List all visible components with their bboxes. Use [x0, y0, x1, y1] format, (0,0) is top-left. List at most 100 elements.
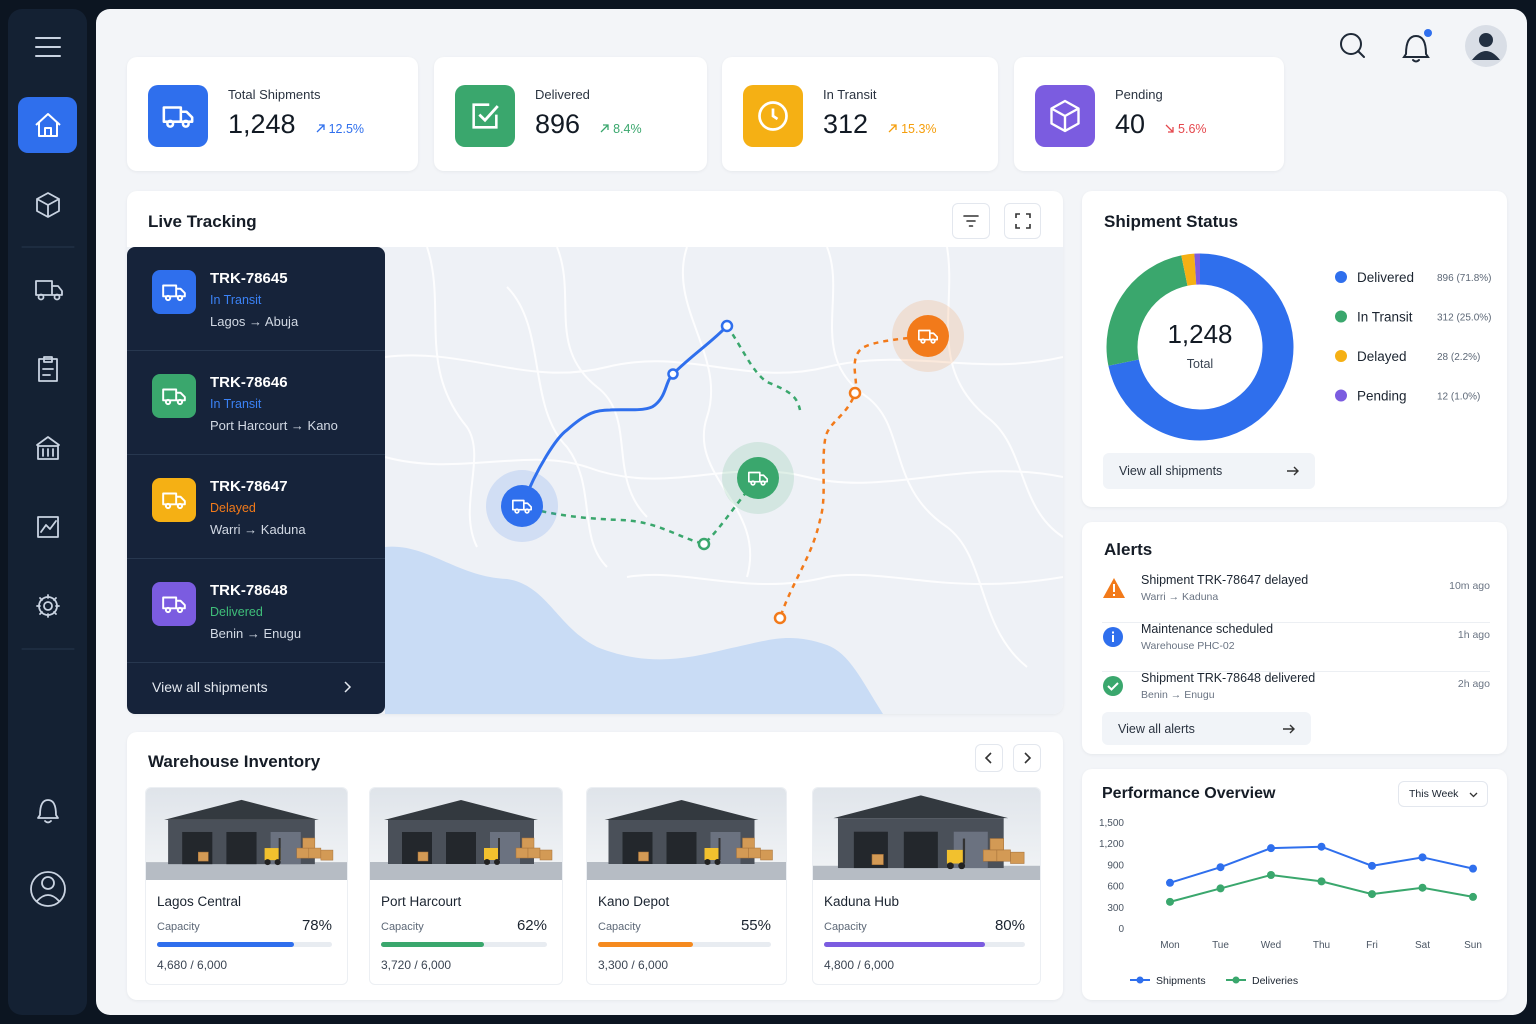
icon-shape: [527, 847, 541, 859]
alert-detail: Warri → Kaduna: [1141, 591, 1219, 603]
icon-shape: [638, 837, 773, 862]
series-point: [1317, 842, 1326, 851]
series-point: [1368, 890, 1376, 899]
icon-shape: [176, 294, 184, 302]
prev-button[interactable]: [975, 744, 1003, 772]
icon-shape: [871, 838, 1025, 865]
notification-icon[interactable]: [1402, 34, 1430, 63]
icon-shape: [742, 837, 755, 849]
alert-icon: [1102, 577, 1126, 604]
stat-icon: [148, 85, 208, 147]
series-point: [1166, 878, 1174, 887]
icon-shape: [1479, 33, 1493, 47]
trend-arrow: [600, 124, 609, 133]
capacity-label: Capacity: [157, 921, 200, 933]
icon-shape: [1112, 631, 1114, 634]
icon-shape: [1050, 99, 1080, 133]
icon-shape: [946, 862, 954, 870]
icon-shape: [176, 502, 184, 510]
icon-shape: [417, 851, 429, 862]
icon-shape: [37, 293, 45, 301]
icon-shape: [1103, 676, 1123, 696]
warehouse-item[interactable]: Port Harcourt Capacity 62% 3,720 / 6,000: [369, 787, 563, 985]
stat-card: In Transit 312 15.3%: [722, 57, 998, 171]
alert-time: 1h ago: [1457, 629, 1490, 641]
shipment-item[interactable]: TRK-78646 In Transit Port Harcourt → Kan…: [127, 351, 385, 455]
search-icon[interactable]: [1340, 33, 1362, 55]
icon-shape: [626, 573, 1063, 586]
filter-button[interactable]: [952, 203, 990, 239]
live-tracking-card: Live Tracking TRK-78645 In Transit Lagos…: [127, 191, 1063, 714]
warehouse-item[interactable]: Lagos Central Capacity 78% 4,680 / 6,000: [145, 787, 348, 985]
icon-shape: [384, 456, 1063, 484]
icon-shape: [38, 596, 58, 616]
donut-chart: 1,248 Total Delivered 896 (71.8%) In Trans…: [1106, 253, 1491, 441]
warehouse-item[interactable]: Kano Depot Capacity 55% 3,300 / 6,000: [586, 787, 787, 985]
icon-shape: [918, 329, 938, 344]
icon-shape: [162, 388, 186, 402]
icon-shape: [930, 338, 936, 344]
icon-shape: [996, 849, 1011, 862]
card-title: Live Tracking: [148, 212, 257, 231]
shipment-route: Benin → Enugu: [210, 626, 302, 641]
shipment-id: TRK-78648: [210, 582, 288, 599]
alert-item[interactable]: Maintenance scheduled Warehouse PHC-02 1…: [1102, 622, 1490, 672]
icon-shape: [162, 388, 186, 406]
series-point: [1418, 853, 1427, 862]
icon-shape: [946, 849, 966, 864]
icon-shape: [1283, 724, 1295, 733]
stat-card: Pending 40 5.6%: [1014, 57, 1284, 171]
alert-item[interactable]: Shipment TRK-78647 delayed Warri → Kadun…: [1102, 573, 1490, 623]
warehouse-card: Warehouse Inventory Lagos Central Capaci…: [127, 732, 1063, 1000]
card-title: Shipment Status: [1104, 212, 1239, 231]
legend-value: 12 (1.0%): [1437, 392, 1480, 403]
icon-shape: [758, 101, 788, 131]
fullscreen-button[interactable]: [1004, 203, 1041, 239]
icon-shape: [36, 894, 60, 902]
shipment-item[interactable]: TRK-78647 Delayed Warri → Kaduna: [127, 455, 385, 559]
period-dropdown[interactable]: This Week: [1398, 781, 1488, 807]
alert-detail: Benin → Enugu: [1141, 689, 1215, 701]
icon-shape: [162, 106, 194, 128]
view-alerts-button[interactable]: View all alerts: [1102, 712, 1311, 745]
capacity-bar: [824, 942, 985, 947]
x-tick-label: Thu: [1313, 940, 1330, 951]
warehouse-image: [146, 788, 347, 885]
icon-shape: [638, 851, 649, 862]
alert-item[interactable]: Shipment TRK-78648 delivered Benin → Enu…: [1102, 671, 1490, 721]
icon-shape: [181, 119, 190, 128]
shipment-list: TRK-78645 In Transit Lagos → Abuja TRK-7…: [127, 247, 385, 714]
icon-shape: [296, 847, 310, 859]
nav-home[interactable]: [18, 97, 77, 153]
icon-shape: [982, 849, 998, 862]
capacity-label: Capacity: [824, 921, 867, 933]
alerts-card: Alerts Shipment TRK-78647 delayed Warri …: [1082, 522, 1507, 754]
shipment-item[interactable]: TRK-78645 In Transit Lagos → Abuja: [127, 247, 385, 351]
line-chart: 0 300 600 900 1,200 1,500 Mon Tue Wed Thu Fri Sat Su…: [1099, 818, 1482, 987]
capacity-bar: [381, 942, 484, 947]
icon-shape: [308, 847, 322, 859]
trend-arrow: [316, 124, 325, 133]
alert-icon: [1102, 626, 1124, 653]
series-point: [1216, 884, 1225, 893]
icon-shape: [903, 831, 938, 869]
warehouse-item[interactable]: Kaduna Hub Capacity 80% 4,800 / 6,000: [812, 787, 1041, 985]
icon-shape: [43, 601, 53, 611]
trend-arrow: [888, 124, 897, 133]
icon-shape: [53, 293, 61, 301]
stat-card: Total Shipments 1,248 12.5%: [127, 57, 418, 171]
next-button[interactable]: [1013, 744, 1041, 772]
view-shipments-button[interactable]: View all shipments: [1103, 453, 1315, 489]
alert-text: Shipment TRK-78647 delayed: [1141, 573, 1309, 587]
icon-shape: [38, 356, 58, 382]
icon-shape: [697, 537, 711, 551]
icon-shape: [736, 847, 749, 859]
shipment-status: In Transit: [210, 397, 262, 411]
icon-shape: [989, 838, 1004, 851]
icon-shape: [501, 485, 543, 527]
icon-shape: [164, 799, 319, 820]
shipment-item[interactable]: TRK-78648 Delivered Benin → Enugu: [127, 559, 385, 663]
stat-change: 5.6%: [1178, 121, 1207, 136]
icon-shape: [162, 284, 186, 298]
view-all-link[interactable]: View all shipments: [152, 679, 268, 695]
